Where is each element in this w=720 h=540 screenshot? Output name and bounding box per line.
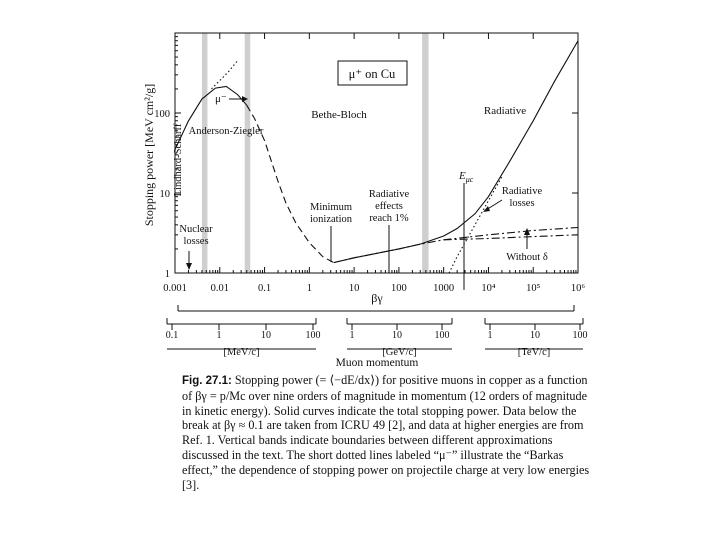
series-group	[175, 40, 578, 273]
annotation-radiative-losses-line2: losses	[509, 198, 534, 209]
annotation-radiative-effects-line2: effects	[375, 201, 403, 212]
annotation-minimum-ionization-line1: Minimum	[310, 202, 352, 213]
annotation-nuclear-losses-line2: losses	[183, 236, 208, 247]
momentum-tick-label: 1	[350, 330, 355, 341]
series-line-6	[211, 60, 239, 90]
region-label-lindhard-scharff: Lindhard-Scharff	[173, 123, 184, 196]
annotation-without-delta: Without δ	[506, 252, 548, 263]
momentum-unit-label: [MeV/c]	[223, 347, 259, 358]
vertical-band-1	[244, 33, 251, 273]
nuclear-losses-arrow-head	[186, 263, 192, 270]
x-tick-label: 10⁴	[481, 283, 496, 294]
x-tick-label: 10⁶	[571, 283, 586, 294]
y-axis-label: Stopping power [MeV cm²/g]	[142, 84, 156, 226]
approximation-bands	[201, 33, 429, 273]
momentum-tick-label: 0.1	[166, 330, 179, 341]
x-tick-label: 10	[349, 283, 360, 294]
annotation-radiative-effects-line3: reach 1%	[369, 213, 409, 224]
x-tick-label: 0.01	[211, 283, 229, 294]
annotation-radiative-effects-line1: Radiative	[369, 189, 410, 200]
region-label-anderson-ziegler: Anderson-Ziegler	[189, 126, 264, 137]
annotation-radiative-losses-line1: Radiative	[502, 186, 543, 197]
legend-label: μ⁺ on Cu	[349, 67, 396, 81]
figure-caption: Fig. 27.1: Stopping power (= ⟨−dE/dx⟩) f…	[182, 373, 592, 492]
annotation-nuclear-losses-line1: Nuclear	[179, 224, 213, 235]
annotation-critical-energy: Eμc	[458, 170, 474, 184]
x-tick-label: 10⁵	[526, 283, 541, 294]
momentum-tick-label: 1	[488, 330, 493, 341]
series-line-4	[443, 234, 578, 241]
x-axis-label: βγ	[371, 291, 383, 305]
radiative-losses-arrow-head	[483, 206, 490, 212]
mu-minus-arrow-head	[242, 96, 248, 102]
region-label-bethe-bloch: Bethe-Bloch	[311, 109, 367, 121]
momentum-tick-label: 10	[392, 330, 402, 341]
vertical-band-2	[422, 33, 429, 273]
y-tick-label: 1	[165, 269, 170, 280]
momentum-tick-label: 1	[217, 330, 222, 341]
plot-frame	[174, 32, 579, 274]
x-tick-label: 0.001	[163, 283, 187, 294]
x-tick-label: 1000	[433, 283, 454, 294]
series-line-2	[333, 40, 578, 264]
momentum-tick-label: 10	[261, 330, 271, 341]
momentum-tick-label: 100	[306, 330, 321, 341]
caption-label: Fig. 27.1:	[182, 375, 232, 387]
series-line-0	[175, 85, 248, 150]
annotation-minimum-ionization-line2: ionization	[310, 214, 353, 225]
vertical-band-0	[201, 33, 208, 273]
without-delta-arrow-head	[524, 228, 530, 235]
x-tick-label: 1	[307, 283, 312, 294]
critical-energy-subscript: μc	[465, 175, 474, 184]
momentum-tick-label: 100	[573, 330, 588, 341]
momentum-axes: 0.1 1 10 100[MeV/c]1 10 100[GeV/c]1 10 100[TeV/…	[166, 305, 588, 358]
region-label-anderson-ziegler-text: Anderson-Ziegler	[189, 126, 264, 137]
y-tick-label: 10	[160, 189, 171, 200]
y-tick-label: 100	[154, 109, 170, 120]
momentum-unit-label: [TeV/c]	[518, 347, 551, 358]
region-label-radiative: Radiative	[484, 105, 526, 117]
caption-text: Stopping power (= ⟨−dE/dx⟩) for positive…	[182, 373, 590, 492]
critical-energy-symbol: E	[458, 170, 466, 182]
legend-box	[337, 60, 408, 86]
axis-ticks: 0.001 0.01 0.1 1 10 100 1000 10⁴ 10⁵ 10⁶ 1 10 100	[154, 33, 585, 294]
momentum-axis-label: Muon momentum	[336, 357, 419, 369]
x-tick-label: 0.1	[258, 283, 271, 294]
x-tick-label: 100	[391, 283, 407, 294]
series-line-3	[333, 226, 578, 264]
momentum-tick-label: 100	[435, 330, 450, 341]
momentum-tick-label: 10	[530, 330, 540, 341]
annotation-mu-minus: μ⁻	[215, 93, 227, 105]
momentum-unit-label: [GeV/c]	[382, 347, 416, 358]
series-line-5	[448, 176, 503, 273]
series-line-1	[246, 104, 334, 264]
